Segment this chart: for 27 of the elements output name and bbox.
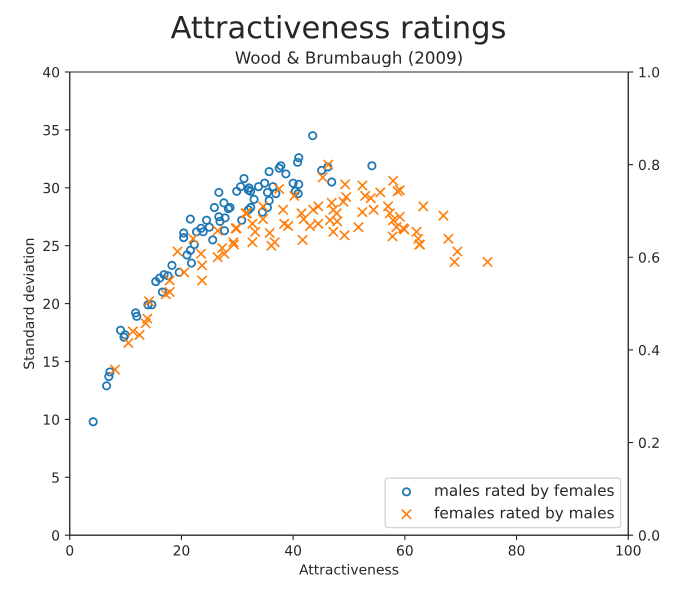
y2-tick-label: 1.0	[640, 66, 660, 78]
x-tick-label: 40	[284, 545, 302, 556]
y-tick-label: 40	[43, 66, 60, 78]
x-tick-label: 80	[508, 545, 524, 556]
y2-tick-label: 0.8	[638, 160, 660, 170]
y2-tick-label: 0.0	[638, 530, 660, 541]
y-tick-label: 5	[52, 472, 59, 483]
y-tick-label: 10	[44, 414, 60, 425]
y-tick-label: 25	[43, 240, 59, 252]
y-tick-label: 30	[43, 182, 60, 194]
x-axis-title: Attractiveness	[299, 564, 398, 575]
y-axis-title: Standard deviation	[23, 238, 34, 369]
x-tick-label: 0	[66, 545, 74, 556]
chart-title: Attractiveness ratings	[170, 15, 505, 45]
y-tick-label: 15	[44, 356, 59, 367]
x-tick-label: 20	[174, 545, 190, 556]
x-tick-label: 100	[616, 545, 641, 556]
legend-label: females rated by males	[434, 506, 614, 522]
y-tick-label: 20	[43, 298, 60, 310]
y2-tick-label: 0.4	[638, 344, 660, 356]
y2-tick-label: 0.6	[638, 252, 660, 263]
x-tick-label: 60	[396, 545, 413, 556]
legend-label: males rated by females	[435, 484, 614, 500]
y-tick-label: 35	[43, 124, 59, 136]
y2-tick-label: 0.2	[638, 438, 659, 448]
y-tick-label: 0	[52, 530, 60, 541]
chart-subtitle: Wood & Brumbaugh (2009)	[235, 51, 462, 68]
